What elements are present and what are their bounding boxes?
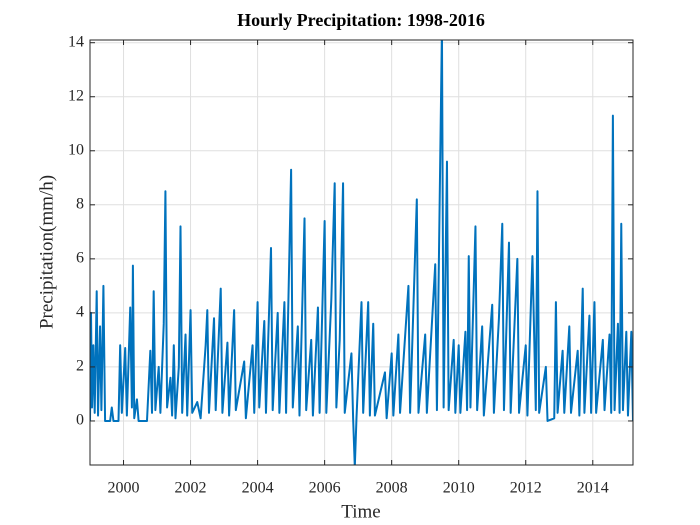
ticks: 2000 2002 2004 2006 2008 2010 2012 2014 0 2 4 6 8 10 1…: [68, 33, 633, 497]
x-axis-label: Time: [341, 501, 380, 522]
x-tick-label: 2010: [443, 480, 475, 497]
data-line: [90, 40, 633, 465]
y-axis-label: Precipitation(mm/h): [36, 175, 57, 329]
x-tick-label: 2006: [309, 480, 341, 497]
y-tick-label: 14: [68, 33, 84, 50]
axes-box: [89, 39, 634, 466]
y-tick-label: 10: [68, 141, 84, 158]
y-tick-label: 12: [68, 87, 84, 104]
x-tick-label: 2000: [108, 480, 140, 497]
x-tick-label: 2008: [376, 480, 408, 497]
y-tick-label: 4: [76, 304, 84, 321]
x-tick-label: 2014: [577, 480, 609, 497]
y-tick-label: 2: [76, 358, 84, 375]
x-tick-label: 2002: [175, 480, 207, 497]
y-tick-label: 8: [76, 195, 84, 212]
x-tick-label: 2004: [242, 480, 274, 497]
x-tick-label: 2012: [510, 480, 542, 497]
y-tick-label: 0: [76, 412, 84, 429]
chart-title: Hourly Precipitation: 1998-2016: [237, 10, 485, 30]
y-tick-label: 6: [76, 250, 84, 267]
plot-area: [90, 40, 633, 465]
